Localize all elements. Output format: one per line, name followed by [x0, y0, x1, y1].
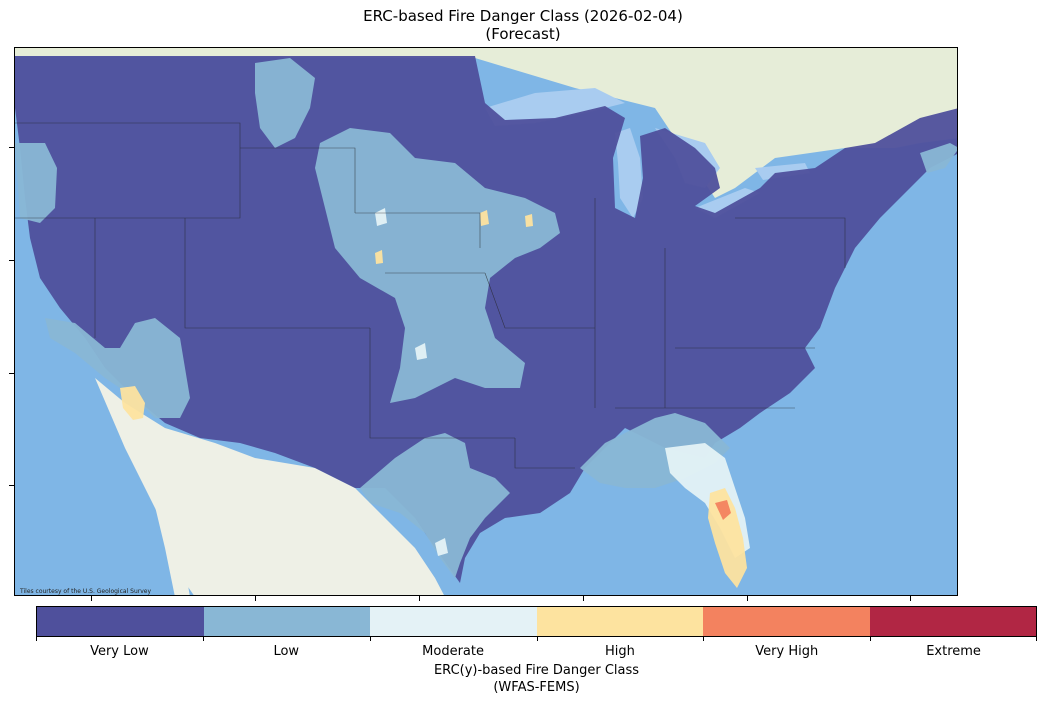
- colorbar-tick: [536, 637, 538, 641]
- colorbar-label: Low: [273, 644, 300, 659]
- x-tick: [91, 596, 92, 601]
- very-high-zone-florida: [715, 500, 731, 520]
- y-tick: [9, 485, 14, 486]
- low-zone-texas: [360, 433, 510, 578]
- y-tick: [9, 147, 14, 148]
- x-tick: [910, 596, 911, 601]
- lake-michigan: [615, 128, 643, 218]
- y-tick: [9, 373, 14, 374]
- colorbar: [36, 606, 1037, 637]
- high-zone-florida: [708, 488, 747, 588]
- colorbar-label: High: [604, 644, 635, 659]
- x-tick: [583, 596, 584, 601]
- colorbar-label: Very Low: [90, 644, 149, 659]
- low-zone-new-england: [920, 143, 957, 173]
- colorbar-segment-moderate: [370, 607, 537, 636]
- y-tick: [9, 260, 14, 261]
- high-zone-socal: [120, 386, 145, 420]
- colorbar-tick: [202, 637, 204, 641]
- colorbar-label: Very High: [755, 644, 819, 659]
- colorbar-segment-extreme: [869, 607, 1036, 636]
- map-subtitle: (Forecast): [485, 25, 561, 43]
- colorbar-segment-very-low: [37, 607, 204, 636]
- low-zone-pacific-nw: [15, 143, 57, 223]
- x-tick: [419, 596, 420, 601]
- map-title: ERC-based Fire Danger Class (2026-02-04): [363, 7, 683, 25]
- map-panel: Tiles courtesy of the U.S. Geological Su…: [14, 47, 958, 596]
- colorbar-label: Extreme: [926, 644, 981, 659]
- lake-erie: [695, 188, 760, 218]
- lake-ontario: [755, 163, 810, 180]
- tile-attribution: Tiles courtesy of the U.S. Geological Su…: [19, 588, 151, 595]
- x-tick: [747, 596, 748, 601]
- x-tick: [255, 596, 256, 601]
- state-borders: [15, 122, 846, 469]
- colorbar-tick: [870, 637, 872, 641]
- colorbar-tick: [369, 637, 371, 641]
- low-zone-plains: [315, 128, 560, 403]
- colorbar-segment-low: [203, 607, 370, 636]
- mexico-land: [95, 378, 444, 595]
- colorbar-tick: [703, 637, 705, 641]
- map-canvas: Tiles courtesy of the U.S. Geological Su…: [15, 48, 957, 595]
- colorbar-subtitle: (WFAS-FEMS): [493, 680, 580, 695]
- lake-superior: [485, 88, 625, 126]
- low-zone-north: [255, 58, 315, 148]
- colorbar-title: ERC(y)-based Fire Danger Class: [433, 663, 640, 678]
- low-zone-southwest: [45, 318, 190, 418]
- colorbar-segment-very-high: [703, 607, 870, 636]
- colorbar-tick: [1036, 637, 1037, 641]
- colorbar-tick: [36, 637, 37, 641]
- colorbar-segment-high: [536, 607, 703, 636]
- colorbar-label: Moderate: [422, 644, 484, 659]
- baja-peninsula: [125, 403, 190, 595]
- canada-land: [15, 48, 957, 198]
